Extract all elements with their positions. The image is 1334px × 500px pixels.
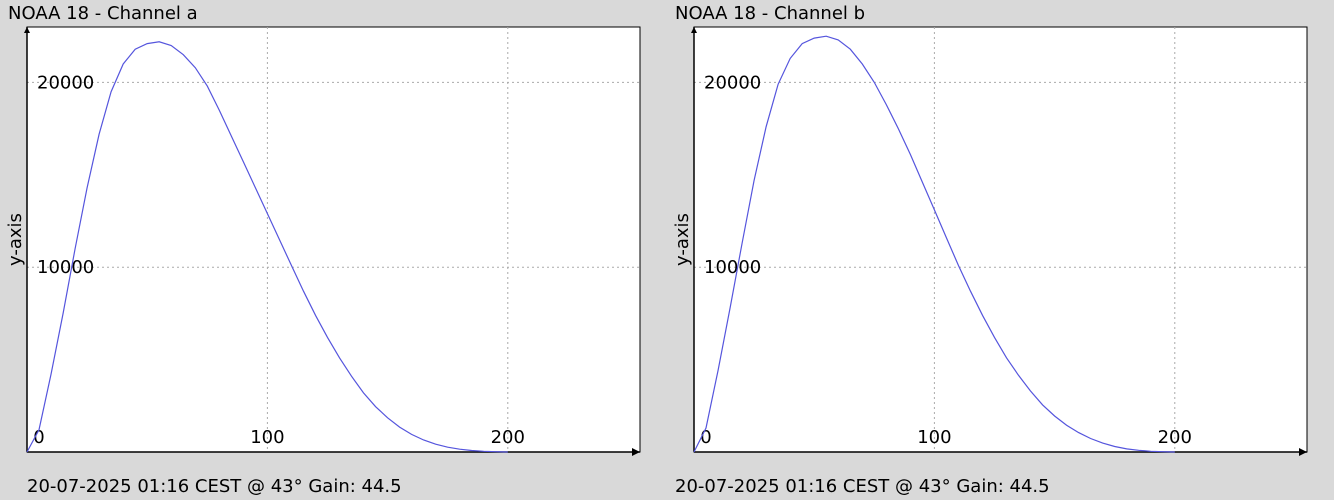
series-line-0 xyxy=(26,41,508,453)
y-axis-arrow xyxy=(691,27,697,33)
x-tick-label: 0 xyxy=(700,427,711,448)
y-axis-label: y-axis xyxy=(672,213,693,266)
chart-b: 0 100 200 10000 20000 y-axis xyxy=(672,26,1308,456)
y-axis-label: y-axis xyxy=(5,213,26,266)
x-tick-label: 100 xyxy=(917,427,951,448)
x-axis-arrow xyxy=(632,448,640,456)
y-tick-label: 10000 xyxy=(37,257,94,278)
plot-area xyxy=(693,26,1308,453)
y-axis-arrow xyxy=(24,27,30,33)
chart-b-footer: 20-07-2025 01:16 CEST @ 43° Gain: 44.5 xyxy=(675,476,1050,497)
y-tick-label: 10000 xyxy=(704,257,761,278)
y-tick-label: 20000 xyxy=(704,72,761,93)
x-tick-label: 0 xyxy=(33,427,44,448)
x-tick-label: 200 xyxy=(1158,427,1192,448)
y-tick-label: 20000 xyxy=(37,72,94,93)
chart-a-title: NOAA 18 - Channel a xyxy=(8,3,198,24)
chart-b-title: NOAA 18 - Channel b xyxy=(675,3,866,24)
chart-a: 0 100 200 10000 20000 y-axis xyxy=(5,26,641,456)
x-axis-arrow xyxy=(1299,448,1307,456)
series-line-0 xyxy=(693,35,1175,453)
chart-a-footer: 20-07-2025 01:16 CEST @ 43° Gain: 44.5 xyxy=(27,476,402,497)
x-tick-label: 200 xyxy=(491,427,525,448)
x-tick-label: 100 xyxy=(250,427,284,448)
plot-area xyxy=(26,26,641,453)
